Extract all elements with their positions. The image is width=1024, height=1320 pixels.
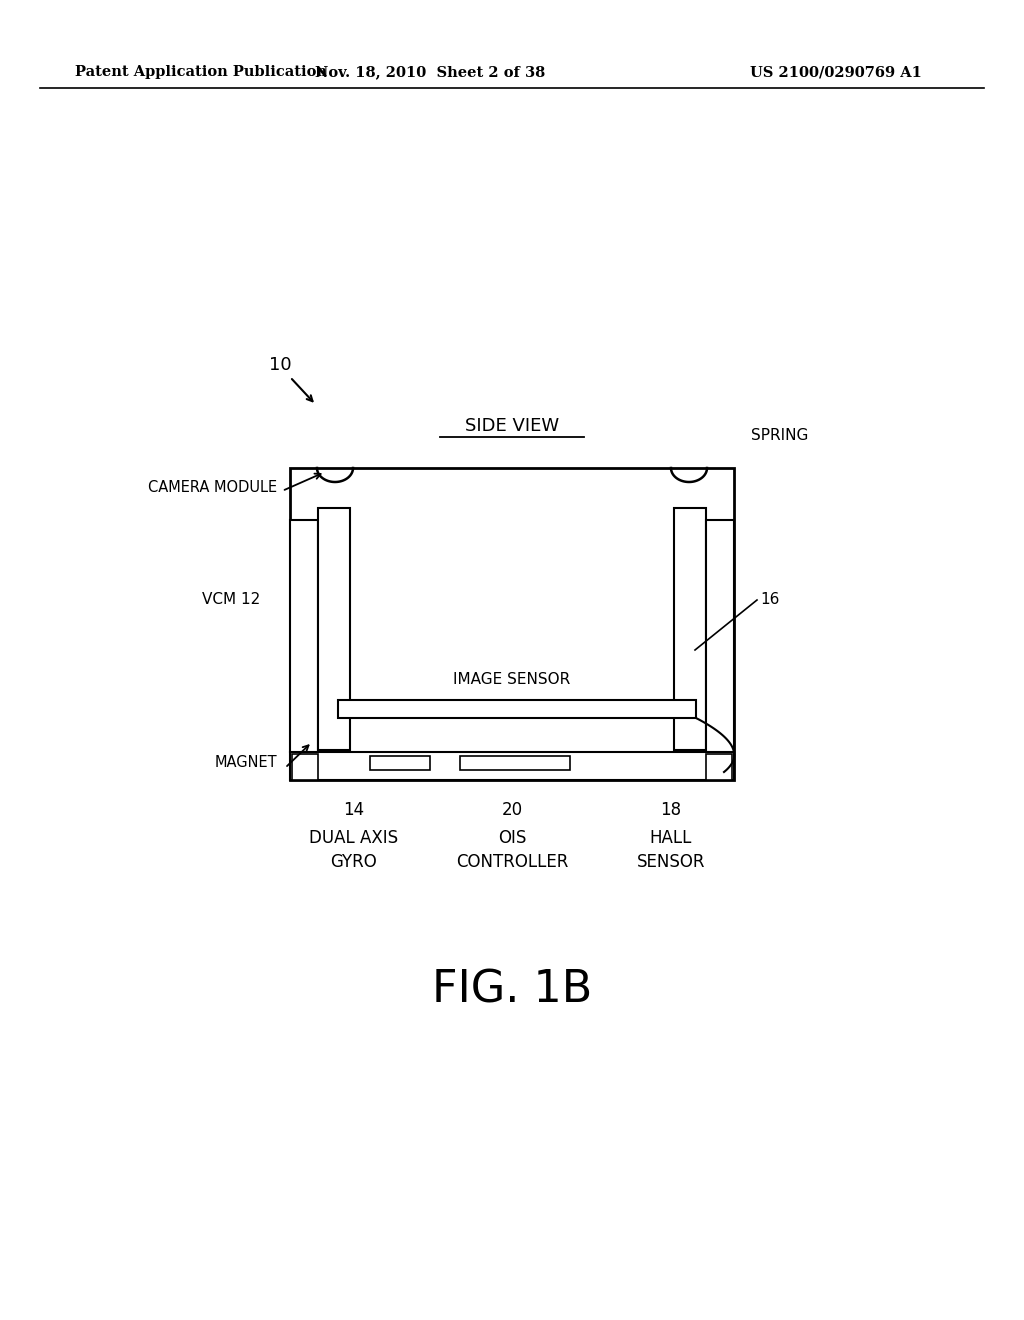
Text: 16: 16 xyxy=(760,593,779,607)
Text: US 2100/0290769 A1: US 2100/0290769 A1 xyxy=(750,65,922,79)
Bar xyxy=(318,508,350,750)
Text: Patent Application Publication: Patent Application Publication xyxy=(75,65,327,79)
Text: DUAL AXIS: DUAL AXIS xyxy=(308,829,398,847)
Bar xyxy=(674,508,706,750)
Text: SENSOR: SENSOR xyxy=(637,853,705,871)
Text: HALL: HALL xyxy=(649,829,692,847)
Text: SIDE VIEW: SIDE VIEW xyxy=(465,417,559,436)
Text: 20: 20 xyxy=(502,801,522,818)
Bar xyxy=(292,754,318,780)
Bar xyxy=(290,520,318,752)
Text: 18: 18 xyxy=(660,801,681,818)
Text: GYRO: GYRO xyxy=(330,853,377,871)
Bar xyxy=(290,752,734,780)
Bar xyxy=(290,469,734,780)
Text: CAMERA MODULE: CAMERA MODULE xyxy=(147,479,278,495)
Text: IMAGE SENSOR: IMAGE SENSOR xyxy=(454,672,570,688)
Bar xyxy=(706,520,734,752)
Text: Nov. 18, 2010  Sheet 2 of 38: Nov. 18, 2010 Sheet 2 of 38 xyxy=(314,65,545,79)
Text: 10: 10 xyxy=(268,356,291,374)
Bar xyxy=(460,756,570,770)
Text: FIG. 1B: FIG. 1B xyxy=(432,969,592,1011)
Bar xyxy=(338,700,696,718)
Bar xyxy=(706,754,732,780)
Text: 14: 14 xyxy=(343,801,364,818)
Text: CONTROLLER: CONTROLLER xyxy=(456,853,568,871)
Text: SPRING: SPRING xyxy=(752,428,809,442)
Bar xyxy=(370,756,430,770)
Text: VCM 12: VCM 12 xyxy=(202,593,260,607)
Text: OIS: OIS xyxy=(498,829,526,847)
Text: MAGNET: MAGNET xyxy=(214,755,278,770)
